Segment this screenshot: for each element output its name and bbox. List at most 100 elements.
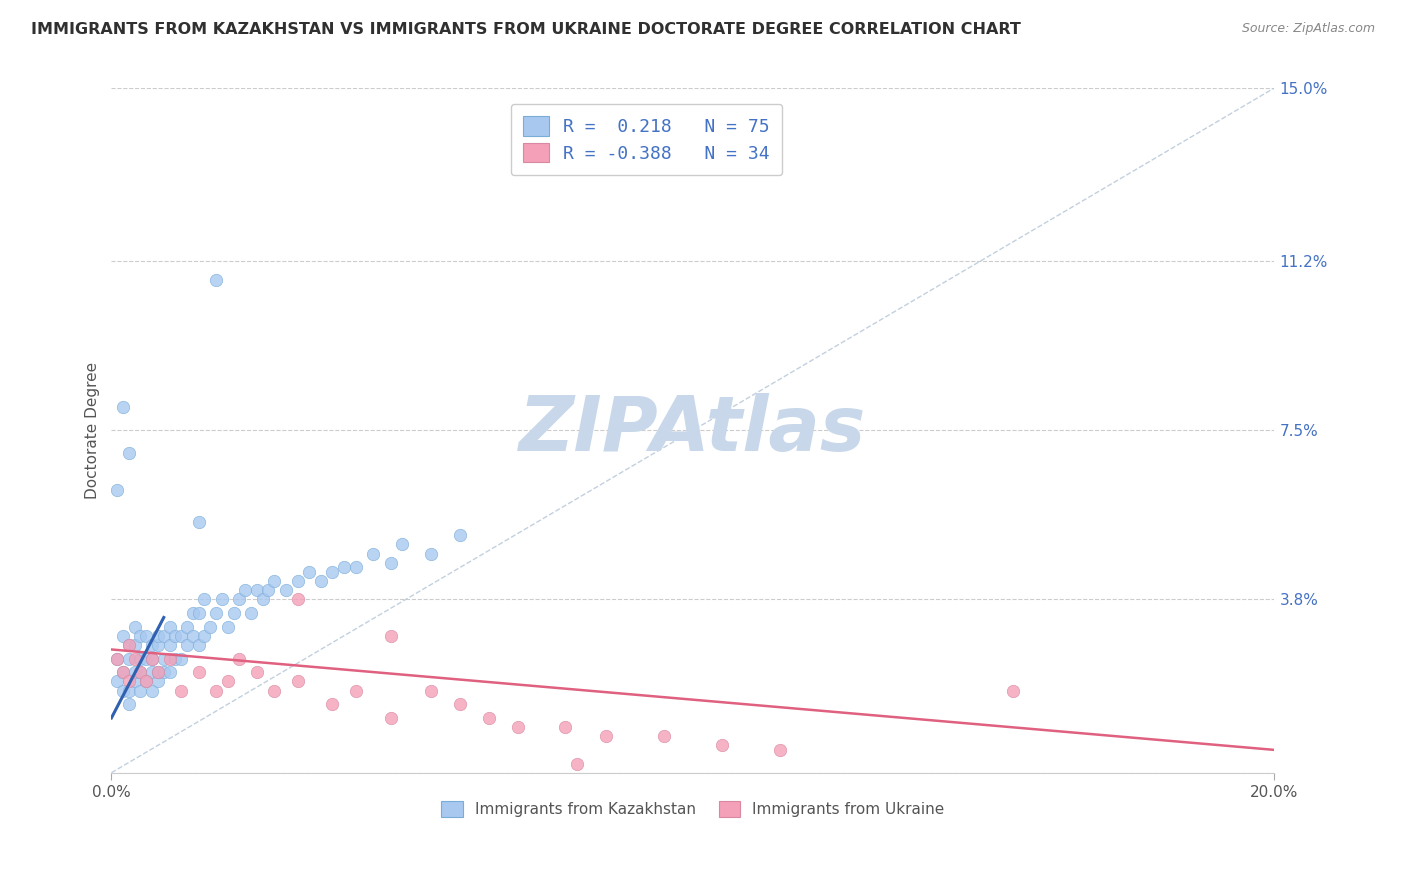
Point — [135, 651, 157, 665]
Point — [118, 683, 141, 698]
Point — [333, 560, 356, 574]
Point — [344, 560, 367, 574]
Text: ZIPAtlas: ZIPAtlas — [519, 393, 866, 467]
Point — [129, 651, 152, 665]
Point — [309, 574, 332, 588]
Point — [200, 620, 222, 634]
Point — [118, 698, 141, 712]
Point — [159, 620, 181, 634]
Point — [554, 720, 576, 734]
Point — [217, 620, 239, 634]
Point — [118, 638, 141, 652]
Point — [508, 720, 530, 734]
Point — [380, 556, 402, 570]
Legend: Immigrants from Kazakhstan, Immigrants from Ukraine: Immigrants from Kazakhstan, Immigrants f… — [434, 795, 950, 823]
Point — [205, 606, 228, 620]
Point — [159, 638, 181, 652]
Point — [124, 665, 146, 680]
Point — [287, 674, 309, 689]
Y-axis label: Doctorate Degree: Doctorate Degree — [86, 362, 100, 499]
Point — [181, 629, 204, 643]
Point — [228, 651, 250, 665]
Point — [152, 665, 174, 680]
Point — [124, 674, 146, 689]
Point — [391, 537, 413, 551]
Point — [141, 651, 163, 665]
Point — [105, 651, 128, 665]
Point — [193, 629, 215, 643]
Point — [380, 711, 402, 725]
Point — [193, 592, 215, 607]
Point — [298, 565, 321, 579]
Point — [344, 683, 367, 698]
Point — [217, 674, 239, 689]
Point — [187, 665, 209, 680]
Point — [141, 638, 163, 652]
Point — [170, 683, 193, 698]
Point — [124, 620, 146, 634]
Point — [152, 651, 174, 665]
Point — [118, 674, 141, 689]
Point — [257, 583, 280, 598]
Point — [211, 592, 233, 607]
Point — [129, 629, 152, 643]
Point — [246, 583, 269, 598]
Point — [233, 583, 256, 598]
Point — [246, 665, 269, 680]
Point — [321, 565, 343, 579]
Point — [165, 629, 187, 643]
Point — [263, 683, 285, 698]
Point — [135, 674, 157, 689]
Point — [565, 756, 588, 771]
Point — [105, 651, 128, 665]
Point — [112, 629, 135, 643]
Point — [135, 629, 157, 643]
Point — [652, 729, 675, 743]
Point — [420, 547, 443, 561]
Point — [252, 592, 274, 607]
Point — [1001, 683, 1024, 698]
Point — [205, 683, 228, 698]
Point — [146, 638, 169, 652]
Point — [170, 629, 193, 643]
Point — [124, 638, 146, 652]
Point — [118, 651, 141, 665]
Point — [321, 698, 343, 712]
Point — [159, 651, 181, 665]
Point — [118, 446, 141, 460]
Point — [222, 606, 245, 620]
Point — [141, 683, 163, 698]
Point — [361, 547, 384, 561]
Point — [769, 743, 792, 757]
Point — [152, 629, 174, 643]
Point — [478, 711, 501, 725]
Point — [187, 638, 209, 652]
Point — [595, 729, 617, 743]
Point — [287, 592, 309, 607]
Point — [146, 665, 169, 680]
Point — [228, 592, 250, 607]
Point — [187, 606, 209, 620]
Text: IMMIGRANTS FROM KAZAKHSTAN VS IMMIGRANTS FROM UKRAINE DOCTORATE DEGREE CORRELATI: IMMIGRANTS FROM KAZAKHSTAN VS IMMIGRANTS… — [31, 22, 1021, 37]
Point — [205, 273, 228, 287]
Point — [146, 665, 169, 680]
Point — [176, 620, 198, 634]
Point — [165, 651, 187, 665]
Point — [159, 665, 181, 680]
Point — [129, 665, 152, 680]
Point — [124, 651, 146, 665]
Point — [112, 665, 135, 680]
Point — [129, 665, 152, 680]
Point — [449, 698, 471, 712]
Point — [181, 606, 204, 620]
Point — [129, 683, 152, 698]
Point — [112, 665, 135, 680]
Point — [263, 574, 285, 588]
Point — [420, 683, 443, 698]
Point — [141, 665, 163, 680]
Point — [170, 651, 193, 665]
Point — [146, 629, 169, 643]
Text: Source: ZipAtlas.com: Source: ZipAtlas.com — [1241, 22, 1375, 36]
Point — [711, 739, 734, 753]
Point — [118, 638, 141, 652]
